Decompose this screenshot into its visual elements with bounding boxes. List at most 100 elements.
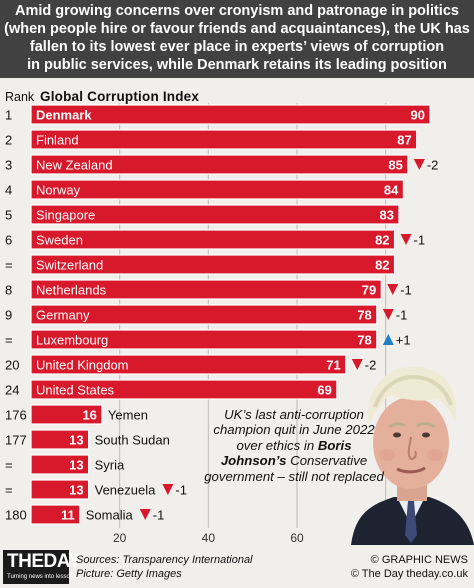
annotation-part-1: UK’s last anti-corruption champion quit … <box>213 407 375 453</box>
change-arrow-netherlands <box>387 284 399 295</box>
change-label-luxembourg: +1 <box>396 333 411 348</box>
annotation-part-2: Conservative government – still not repl… <box>204 453 384 484</box>
bar-luxembourg <box>30 329 378 350</box>
credits-block: © GRAPHIC NEWS © The Day theday.co.uk <box>351 553 468 581</box>
change-arrow-somalia <box>139 509 151 520</box>
value-label-united-kingdom: 71 <box>326 358 340 373</box>
value-label-switzerland: 82 <box>375 258 389 273</box>
rank-norway: 4 <box>5 183 12 198</box>
header-line-2: (when people hire or favour friends and … <box>4 21 470 37</box>
rank-united-kingdom: 20 <box>5 358 19 373</box>
bar-singapore <box>30 204 400 225</box>
country-label-luxembourg: Luxembourg <box>36 333 108 348</box>
rank-germany: 9 <box>5 308 12 323</box>
bar-sweden <box>30 229 396 250</box>
country-label-south-sudan: South Sudan <box>95 433 170 448</box>
value-label-germany: 78 <box>357 308 371 323</box>
country-label-united-states: United States <box>36 383 115 398</box>
bar-new-zealand <box>30 154 409 175</box>
value-label-south-sudan: 13 <box>69 433 83 448</box>
bar-finland <box>30 129 418 150</box>
tick-label-60: 60 <box>290 531 304 545</box>
rank-netherlands: 8 <box>5 283 12 298</box>
boris-johnson-photo <box>351 366 474 545</box>
header-line-1: Amid growing concerns over cronyism and … <box>15 3 459 19</box>
bar-yemen <box>30 404 103 425</box>
bar-norway <box>30 179 404 200</box>
country-label-new-zealand: New Zealand <box>36 158 113 173</box>
value-label-yemen: 16 <box>82 408 96 423</box>
change-label-germany: -1 <box>396 308 408 323</box>
country-label-united-kingdom: United Kingdom <box>36 358 129 373</box>
header-line-3: fallen to its lowest ever place in exper… <box>29 39 445 55</box>
bar-somalia <box>30 504 81 525</box>
header-banner: Amid growing concerns over cronyism and … <box>0 0 474 78</box>
country-label-germany: Germany <box>36 308 90 323</box>
rank-finland: 2 <box>5 133 12 148</box>
change-label-somalia: -1 <box>153 508 165 523</box>
rank-singapore: 5 <box>5 208 12 223</box>
value-label-norway: 84 <box>384 183 399 198</box>
rank-luxembourg: = <box>5 333 13 348</box>
change-arrow-venezuela <box>162 484 174 495</box>
sources-text: Sources: Transparency International <box>76 554 253 566</box>
value-label-netherlands: 79 <box>362 283 376 298</box>
tick-label-40: 40 <box>202 531 216 545</box>
rank-somalia: 180 <box>5 508 27 523</box>
bar-united-states <box>30 379 338 400</box>
country-label-yemen: Yemen <box>108 408 148 423</box>
value-label-sweden: 82 <box>375 233 389 248</box>
rank-syria: = <box>5 458 13 473</box>
country-label-switzerland: Switzerland <box>36 258 103 273</box>
value-label-luxembourg: 78 <box>357 333 371 348</box>
change-label-new-zealand: -2 <box>427 158 439 173</box>
rank-denmark: 1 <box>5 108 12 123</box>
rank-sweden: 6 <box>5 233 12 248</box>
country-label-finland: Finland <box>36 133 79 148</box>
sources-block: Sources: Transparency International Pict… <box>76 553 253 581</box>
country-label-denmark: Denmark <box>36 108 92 123</box>
change-label-sweden: -1 <box>414 233 426 248</box>
value-label-venezuela: 13 <box>69 483 83 498</box>
logo-tagline: Turning news into lessons <box>7 574 77 580</box>
bar-netherlands <box>30 279 382 300</box>
change-arrow-united-kingdom <box>351 359 363 370</box>
annotation-bold: Boris Johnson’s <box>220 437 352 469</box>
change-arrow-germany <box>382 309 394 320</box>
tick-label-20: 20 <box>113 531 127 545</box>
country-label-norway: Norway <box>36 183 81 198</box>
value-label-united-states: 69 <box>317 383 331 398</box>
picture-credit: Picture: Getty Images <box>76 568 182 580</box>
value-label-somalia: 11 <box>61 508 75 523</box>
bar-syria <box>30 454 90 475</box>
the-day-logo: THEDAY Turning news into lessons <box>3 550 81 584</box>
country-label-venezuela: Venezuela <box>95 483 156 498</box>
bar-south-sudan <box>30 429 90 450</box>
country-label-netherlands: Netherlands <box>36 283 107 298</box>
value-label-singapore: 83 <box>379 208 393 223</box>
value-label-new-zealand: 85 <box>388 158 402 173</box>
change-arrow-luxembourg <box>382 334 394 345</box>
bar-united-kingdom <box>30 354 347 375</box>
country-label-syria: Syria <box>95 458 125 473</box>
rank-united-states: 24 <box>5 383 19 398</box>
country-label-somalia: Somalia <box>86 508 134 523</box>
rank-new-zealand: 3 <box>5 158 12 173</box>
logo-wordmark: THEDAY <box>7 551 81 572</box>
value-label-finland: 87 <box>397 133 411 148</box>
header-line-4: in public services, while Denmark retain… <box>27 57 447 73</box>
change-label-venezuela: -1 <box>175 483 187 498</box>
rank-south-sudan: 177 <box>5 433 27 448</box>
country-label-singapore: Singapore <box>36 208 95 223</box>
bar-switzerland <box>30 254 396 275</box>
rank-yemen: 176 <box>5 408 27 423</box>
bar-venezuela <box>30 479 90 500</box>
bar-germany <box>30 304 378 325</box>
change-arrow-sweden <box>400 234 412 245</box>
change-label-united-kingdom: -2 <box>365 358 377 373</box>
value-label-syria: 13 <box>69 458 83 473</box>
annotation-text: UK’s last anti-corruption champion quit … <box>204 407 384 484</box>
value-label-denmark: 90 <box>411 108 425 123</box>
